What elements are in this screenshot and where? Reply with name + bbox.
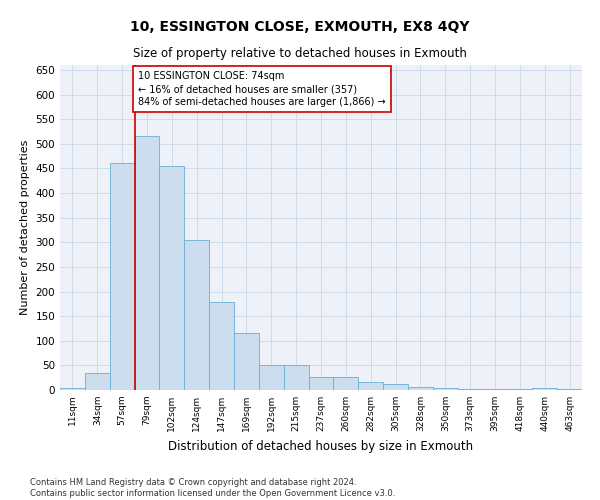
Bar [234, 334, 259, 390]
Bar [532, 388, 557, 390]
Bar [134, 136, 160, 390]
Bar [557, 389, 582, 390]
Bar [259, 366, 284, 390]
Text: Size of property relative to detached houses in Exmouth: Size of property relative to detached ho… [133, 48, 467, 60]
Text: Contains HM Land Registry data © Crown copyright and database right 2024.
Contai: Contains HM Land Registry data © Crown c… [30, 478, 395, 498]
Bar [184, 240, 209, 390]
Bar [482, 388, 508, 390]
Bar [209, 302, 234, 390]
Bar [433, 388, 458, 390]
Bar [383, 384, 408, 390]
Text: 10 ESSINGTON CLOSE: 74sqm
← 16% of detached houses are smaller (357)
84% of semi: 10 ESSINGTON CLOSE: 74sqm ← 16% of detac… [139, 71, 386, 108]
Bar [408, 386, 433, 390]
Bar [160, 166, 184, 390]
Bar [60, 388, 85, 390]
Bar [308, 376, 334, 390]
Bar [508, 389, 532, 390]
Bar [110, 164, 134, 390]
Bar [85, 373, 110, 390]
Bar [334, 376, 358, 390]
Bar [458, 388, 482, 390]
X-axis label: Distribution of detached houses by size in Exmouth: Distribution of detached houses by size … [169, 440, 473, 452]
Text: 10, ESSINGTON CLOSE, EXMOUTH, EX8 4QY: 10, ESSINGTON CLOSE, EXMOUTH, EX8 4QY [130, 20, 470, 34]
Bar [284, 366, 308, 390]
Bar [358, 382, 383, 390]
Y-axis label: Number of detached properties: Number of detached properties [20, 140, 30, 315]
